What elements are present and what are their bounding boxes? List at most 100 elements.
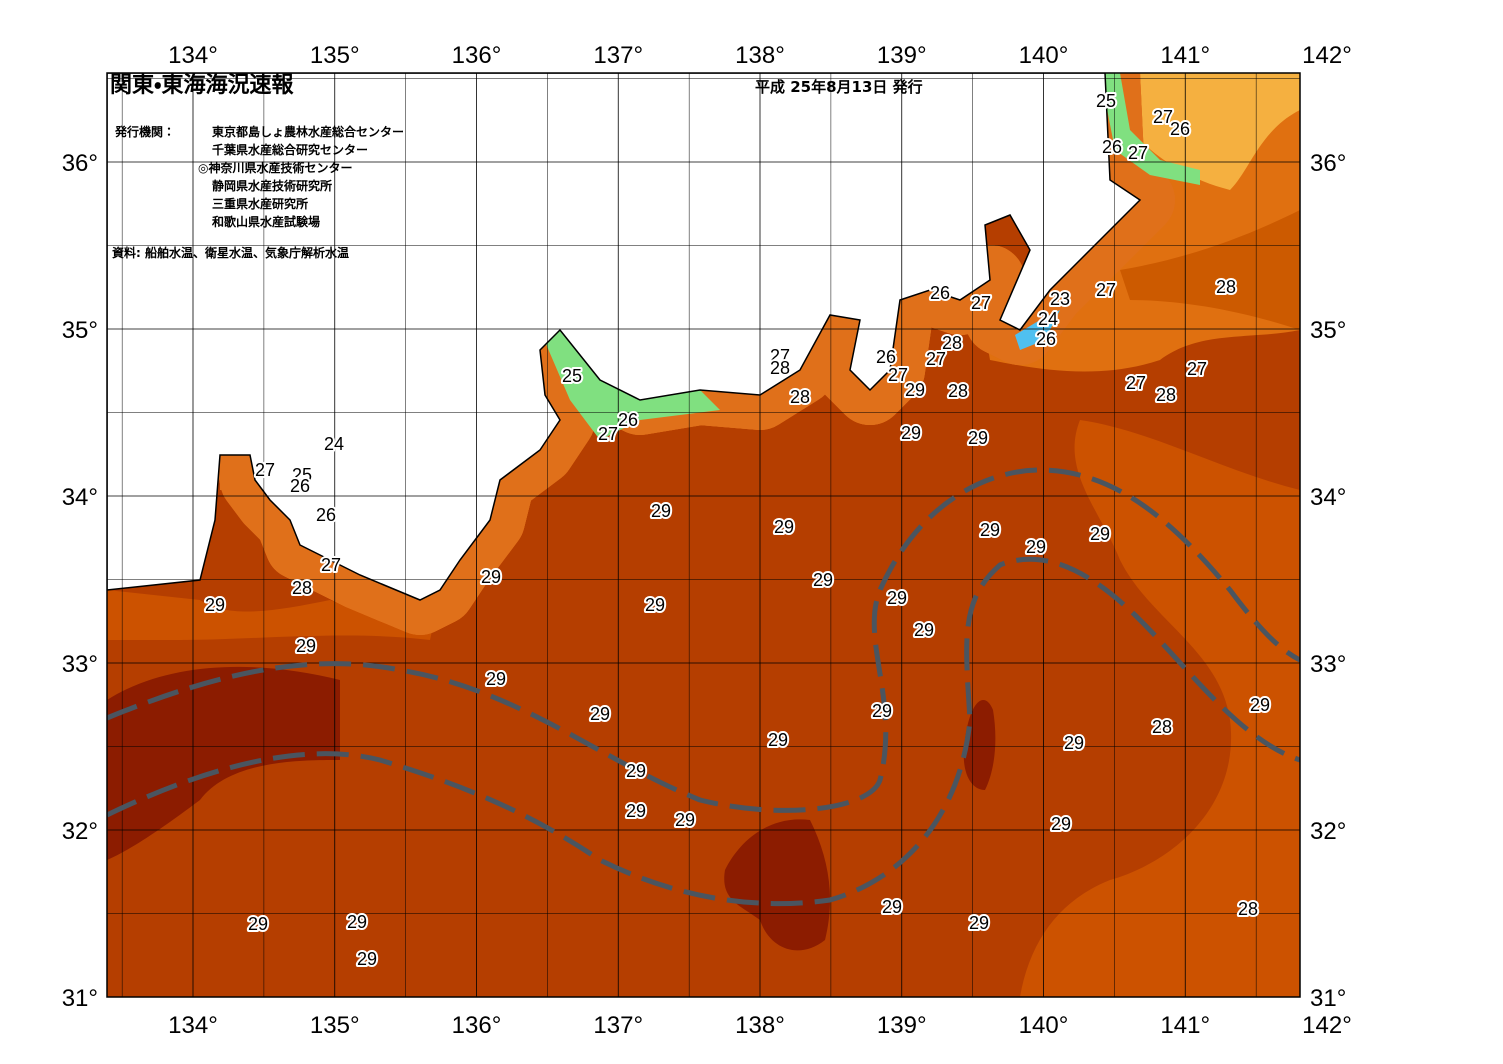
isotherm-label: 29: [1026, 537, 1046, 557]
isotherm-label: 26: [876, 347, 896, 367]
isotherm-label: 27: [255, 460, 275, 480]
warm-patch: [107, 666, 340, 860]
isotherm-label: 27: [770, 346, 790, 366]
isotherm-label: 26: [1170, 119, 1190, 139]
isotherm-label: 24: [324, 434, 344, 454]
agency: 東京都島しょ農林水産総合センター: [212, 124, 404, 139]
isotherm-label: 29: [980, 520, 1000, 540]
isotherm-label: 28: [942, 333, 962, 353]
isotherm-label: 29: [651, 501, 671, 521]
isotherm-label: 28: [948, 381, 968, 401]
isotherm-label: 28: [1152, 717, 1172, 737]
agency: 和歌山県水産試験場: [211, 214, 320, 229]
zone-24: [1015, 310, 1060, 350]
isotherm-label: 29: [590, 704, 610, 724]
isotherm-label: 29: [1090, 524, 1110, 544]
longitude-label: 141°: [1160, 42, 1210, 69]
isotherm-label: 29: [205, 595, 225, 615]
isotherm-label: 29: [675, 810, 695, 830]
isotherm-label: 26: [930, 283, 950, 303]
isotherm-label: 27: [1153, 107, 1173, 127]
latitude-label: 35°: [1310, 317, 1346, 344]
isotherm-label: 29: [248, 914, 268, 934]
agency: 三重県水産研究所: [212, 196, 308, 211]
warm-patch: [963, 700, 996, 790]
isotherm-label: 26: [1102, 137, 1122, 157]
latitude-label: 35°: [62, 317, 98, 344]
isotherm-label: 25: [1096, 91, 1116, 111]
isotherm-label: 24: [1038, 309, 1058, 329]
agency: 千葉県水産総合研究センター: [212, 142, 368, 157]
isotherm-label: 29: [626, 801, 646, 821]
isotherm-label: 27: [926, 349, 946, 369]
isotherm-label: 29: [813, 570, 833, 590]
isotherm-label: 27: [971, 293, 991, 313]
longitude-label: 142°: [1302, 1012, 1352, 1039]
longitude-label: 142°: [1302, 42, 1352, 69]
isotherm-label: 29: [905, 380, 925, 400]
longitude-label: 137°: [593, 42, 643, 69]
zone-26: [1140, 73, 1300, 190]
latitude-label: 33°: [1310, 651, 1346, 678]
isotherm-label: 29: [872, 701, 892, 721]
kuroshio-edge: [107, 467, 1300, 813]
agency: 静岡県水産技術研究所: [212, 178, 332, 193]
isotherm-label: 29: [969, 913, 989, 933]
isotherm-label: 28: [292, 578, 312, 598]
latitude-label: 32°: [1310, 818, 1346, 845]
isotherm-label: 29: [357, 949, 377, 969]
isotherm-label: 25: [562, 366, 582, 386]
latitude-label: 34°: [1310, 484, 1346, 511]
isotherm-label: 29: [1051, 814, 1071, 834]
isotherm-label: 29: [914, 620, 934, 640]
longitude-label: 135°: [310, 1012, 360, 1039]
isotherm-label: 27: [1096, 280, 1116, 300]
longitude-label: 140°: [1019, 42, 1069, 69]
latitude-label: 36°: [62, 150, 98, 177]
longitude-label: 137°: [593, 1012, 643, 1039]
isotherm-label: 27: [888, 365, 908, 385]
map-title: 関東・東海海況速報: [110, 72, 294, 98]
longitude-label: 138°: [735, 42, 785, 69]
longitude-label: 134°: [168, 1012, 218, 1039]
isotherm-label: 29: [901, 423, 921, 443]
isotherm-label: 27: [598, 424, 618, 444]
isotherm-label: 29: [347, 912, 367, 932]
latitude-label: 31°: [1310, 985, 1346, 1012]
frame: [106, 72, 1301, 998]
latitude-label: 34°: [62, 484, 98, 511]
isotherm-label: 28: [790, 387, 810, 407]
isotherm-label: 29: [486, 669, 506, 689]
zone-28: [107, 590, 440, 640]
longitude-label: 141°: [1160, 1012, 1210, 1039]
map-body: [107, 73, 1300, 997]
isotherm-label: 29: [481, 567, 501, 587]
isotherm-label: 27: [1126, 373, 1146, 393]
longitude-label: 138°: [735, 1012, 785, 1039]
warm-patch: [724, 819, 830, 951]
isotherm-label: 29: [887, 588, 907, 608]
isotherm-label: 28: [1238, 899, 1258, 919]
longitude-label: 136°: [452, 1012, 502, 1039]
isotherm-label: 29: [768, 730, 788, 750]
isotherm-label: 29: [1250, 695, 1270, 715]
zone-28: [1020, 420, 1300, 997]
isotherm-label: 26: [316, 505, 336, 525]
latitude-label: 31°: [62, 985, 98, 1012]
zone-28: [1120, 210, 1300, 330]
isotherm-label: 26: [1036, 329, 1056, 349]
data-source: 資料: 船舶水温、衛星水温、気象庁解析水温: [112, 245, 349, 260]
isotherm-label: 28: [770, 358, 790, 378]
agencies-label: 発行機関：: [114, 124, 175, 139]
longitude-label: 134°: [168, 42, 218, 69]
land: [107, 73, 1142, 601]
latitude-label: 33°: [62, 651, 98, 678]
latitude-label: 32°: [62, 818, 98, 845]
isotherm-label: 25: [292, 465, 312, 485]
longitude-label: 140°: [1019, 1012, 1069, 1039]
longitude-label: 139°: [877, 42, 927, 69]
